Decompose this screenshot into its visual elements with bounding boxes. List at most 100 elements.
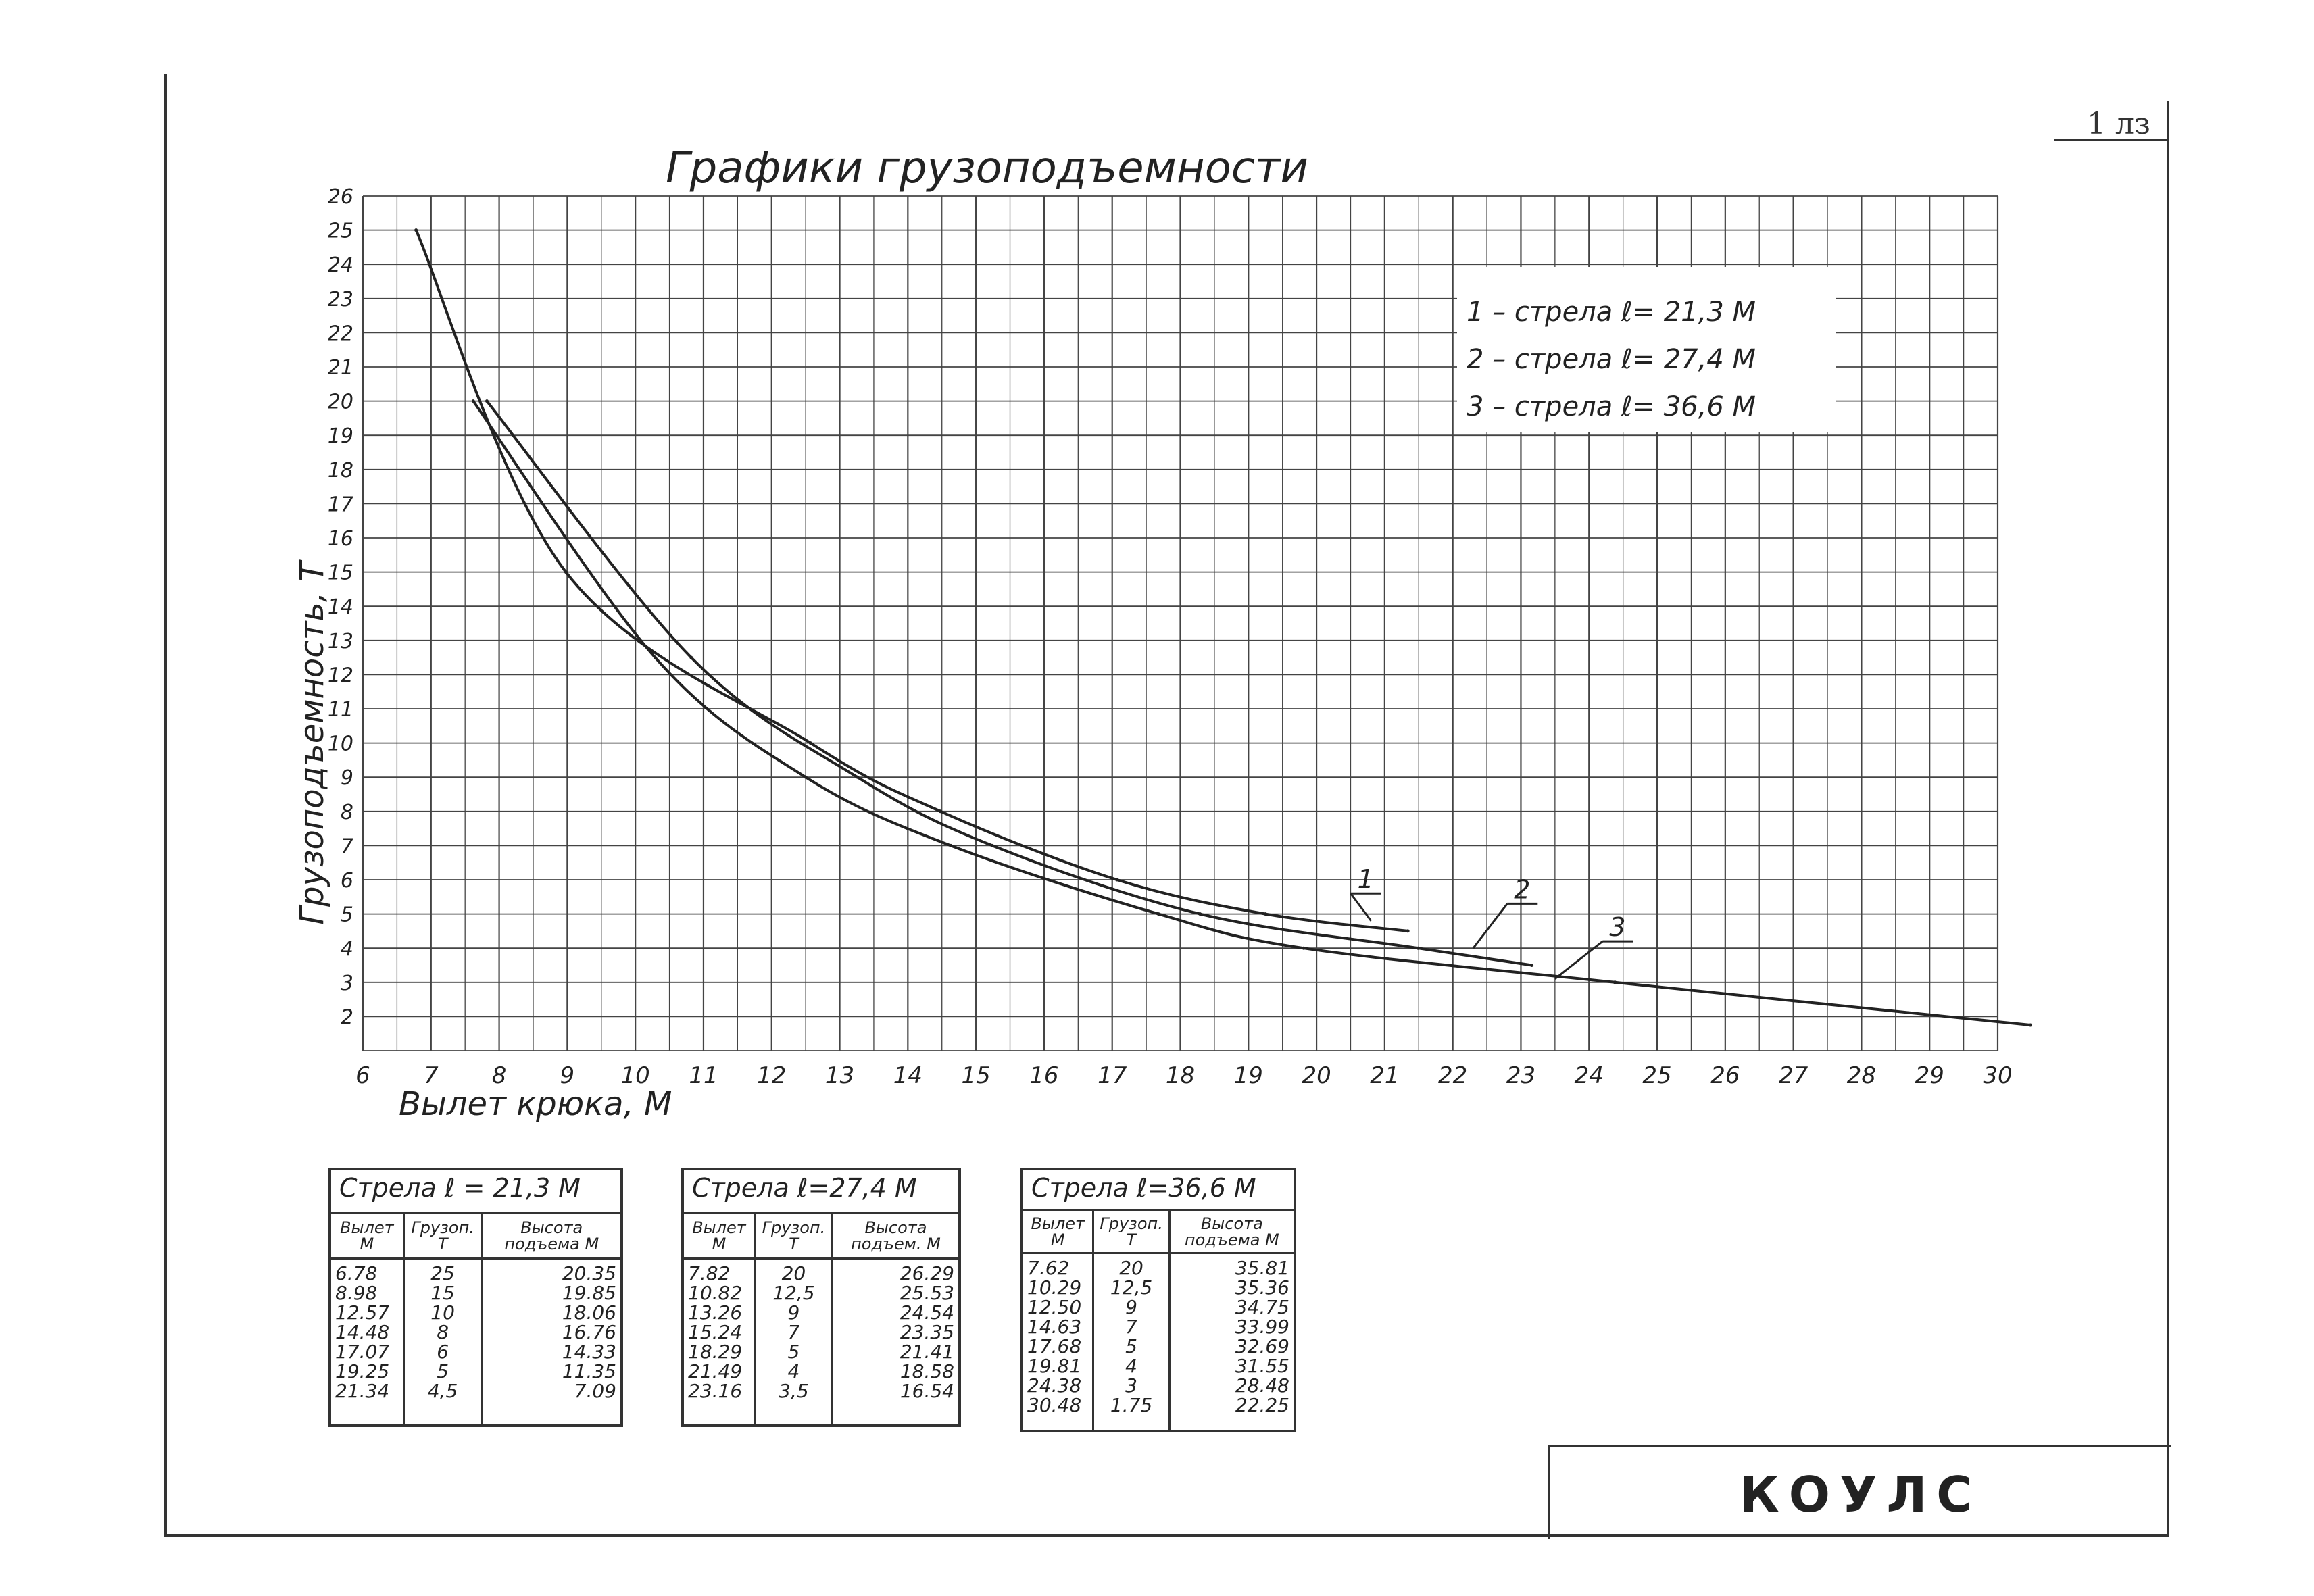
y-tick-label: 25 bbox=[328, 220, 353, 243]
table-cell: 17.68 bbox=[1027, 1335, 1082, 1358]
table-boom-21: Стрела ℓ = 21,3 М Вылет М Грузоп. Т Высо… bbox=[328, 1168, 623, 1427]
table-cell: 4 bbox=[787, 1360, 800, 1383]
x-tick-label: 18 bbox=[1166, 1062, 1195, 1089]
table-cell: 25.53 bbox=[900, 1282, 954, 1305]
table-cell: 6.78 bbox=[335, 1262, 378, 1285]
y-tick-label: 5 bbox=[341, 903, 353, 927]
table-boom-36: Стрела ℓ=36,6 М Вылет М Грузоп. Т Высота… bbox=[1020, 1168, 1296, 1432]
column-height: 20.35 19.85 18.06 16.76 14.33 11.35 7.09 bbox=[481, 1258, 620, 1424]
column-load: 20 12,5 9 7 5 4 3 1.75 bbox=[1092, 1253, 1170, 1430]
annotation-leader bbox=[1472, 903, 1508, 949]
chart-grid bbox=[362, 195, 1999, 1051]
x-tick-label: 23 bbox=[1506, 1062, 1535, 1089]
frame-top-line bbox=[2054, 139, 2168, 141]
chart-title: Графики грузоподъемности bbox=[666, 143, 1308, 193]
table-cell: 14.63 bbox=[1027, 1316, 1082, 1339]
table-cell: 23.35 bbox=[900, 1321, 954, 1344]
col-header: Высота подъема М bbox=[1168, 1210, 1294, 1255]
table-cell: 4,5 bbox=[427, 1380, 458, 1403]
table-cell: 7.62 bbox=[1027, 1257, 1070, 1280]
y-tick-label: 18 bbox=[328, 459, 353, 482]
series-2-point bbox=[485, 399, 489, 403]
organization-stamp: КОУЛС bbox=[1739, 1466, 1982, 1523]
x-tick-label: 20 bbox=[1302, 1062, 1331, 1089]
x-tick-label: 14 bbox=[893, 1062, 922, 1089]
table-cell: 12,5 bbox=[772, 1282, 815, 1305]
column-reach: 6.78 8.98 12.57 14.48 17.07 19.25 21.34 bbox=[331, 1259, 403, 1424]
table-cell: 12.50 bbox=[1027, 1296, 1082, 1319]
col-header: Высота подъема М bbox=[481, 1212, 620, 1260]
table-cell: 21.49 bbox=[688, 1360, 743, 1383]
table-cell: 11.35 bbox=[562, 1360, 616, 1383]
table-cell: 16.76 bbox=[562, 1321, 616, 1344]
x-tick-label: 10 bbox=[621, 1062, 650, 1089]
x-tick-label: 11 bbox=[689, 1062, 718, 1089]
legend-entry-2: 2 – стрела ℓ= 27,4 М bbox=[1467, 344, 1756, 375]
y-tick-label: 12 bbox=[328, 664, 353, 687]
table-cell: 22.25 bbox=[1235, 1394, 1289, 1417]
x-tick-label: 13 bbox=[825, 1062, 854, 1089]
series-3-point bbox=[1302, 946, 1306, 950]
table-cell: 34.75 bbox=[1235, 1296, 1289, 1319]
y-tick-label: 13 bbox=[328, 630, 353, 653]
column-load: 20 12,5 9 7 5 4 3,5 bbox=[754, 1258, 833, 1424]
y-tick-label: 23 bbox=[328, 288, 353, 311]
table-cell: 12,5 bbox=[1110, 1276, 1153, 1299]
table-cell: 7 bbox=[787, 1321, 800, 1344]
table-cell: 14.48 bbox=[335, 1321, 390, 1344]
x-tick-label: 16 bbox=[1029, 1062, 1058, 1089]
annotation-leader bbox=[1350, 893, 1372, 922]
series-1-point bbox=[564, 570, 568, 574]
x-axis-label: Вылет крюка, М bbox=[399, 1085, 672, 1123]
table-cell: 10 bbox=[430, 1301, 455, 1324]
x-tick-label: 7 bbox=[424, 1062, 439, 1089]
table-cell: 35.36 bbox=[1235, 1276, 1289, 1299]
series-3-point bbox=[471, 399, 475, 403]
series-2-point bbox=[990, 843, 994, 847]
table-cell: 20 bbox=[781, 1262, 806, 1285]
col-header: Грузоп. Т bbox=[1092, 1210, 1170, 1255]
table-caption: Стрела ℓ=27,4 М bbox=[684, 1170, 958, 1214]
chart-legend: 1 – стрела ℓ= 21,3 М 2 – стрела ℓ= 27,4 … bbox=[1457, 267, 1836, 432]
y-tick-label: 10 bbox=[328, 732, 353, 756]
table-boom-27: Стрела ℓ=27,4 М Вылет М Грузоп. Т Высота… bbox=[681, 1168, 961, 1427]
x-tick-label: 27 bbox=[1779, 1062, 1808, 1089]
title-block: КОУЛС bbox=[1548, 1445, 2171, 1539]
table-cell: 14.33 bbox=[562, 1341, 616, 1364]
y-tick-label: 15 bbox=[328, 562, 353, 585]
col-header: Грузоп. Т bbox=[402, 1212, 483, 1260]
table-cell: 21.34 bbox=[335, 1380, 390, 1403]
x-tick-label: 24 bbox=[1575, 1062, 1604, 1089]
legend-box bbox=[1457, 267, 1836, 432]
col-header: Вылет М bbox=[1023, 1210, 1093, 1255]
x-tick-label: 15 bbox=[961, 1062, 990, 1089]
series-3-point bbox=[1156, 912, 1160, 916]
y-tick-label: 24 bbox=[328, 253, 353, 277]
x-tick-label: 6 bbox=[355, 1062, 370, 1089]
y-tick-label: 20 bbox=[328, 391, 353, 414]
x-tick-label: 17 bbox=[1098, 1062, 1127, 1089]
y-tick-label: 8 bbox=[341, 801, 353, 824]
series-line-3 bbox=[472, 400, 2031, 1027]
table-cell: 8 bbox=[437, 1321, 449, 1344]
x-tick-label: 26 bbox=[1710, 1062, 1740, 1089]
col-header: Вылет М bbox=[684, 1212, 756, 1260]
y-tick-label: 22 bbox=[328, 322, 353, 345]
table-cell: 3,5 bbox=[779, 1380, 809, 1403]
curve-label-1: 1 bbox=[1357, 864, 1373, 894]
series-line-2 bbox=[485, 400, 1532, 967]
series-points bbox=[414, 228, 2032, 1027]
table-cell: 17.07 bbox=[335, 1341, 390, 1364]
x-tick-label: 30 bbox=[1983, 1062, 2012, 1089]
y-tick-label: 26 bbox=[328, 185, 353, 209]
table-cell: 28.48 bbox=[1235, 1374, 1289, 1397]
table-cell: 32.69 bbox=[1235, 1335, 1289, 1358]
annotation-leader bbox=[1554, 940, 1604, 980]
table-cell: 18.29 bbox=[688, 1341, 743, 1364]
y-tick-label: 3 bbox=[341, 972, 353, 995]
table-cell: 9 bbox=[787, 1301, 800, 1324]
x-tick-label: 8 bbox=[492, 1062, 507, 1089]
curve-label-2: 2 bbox=[1514, 874, 1530, 904]
table-cell: 9 bbox=[1125, 1296, 1137, 1319]
